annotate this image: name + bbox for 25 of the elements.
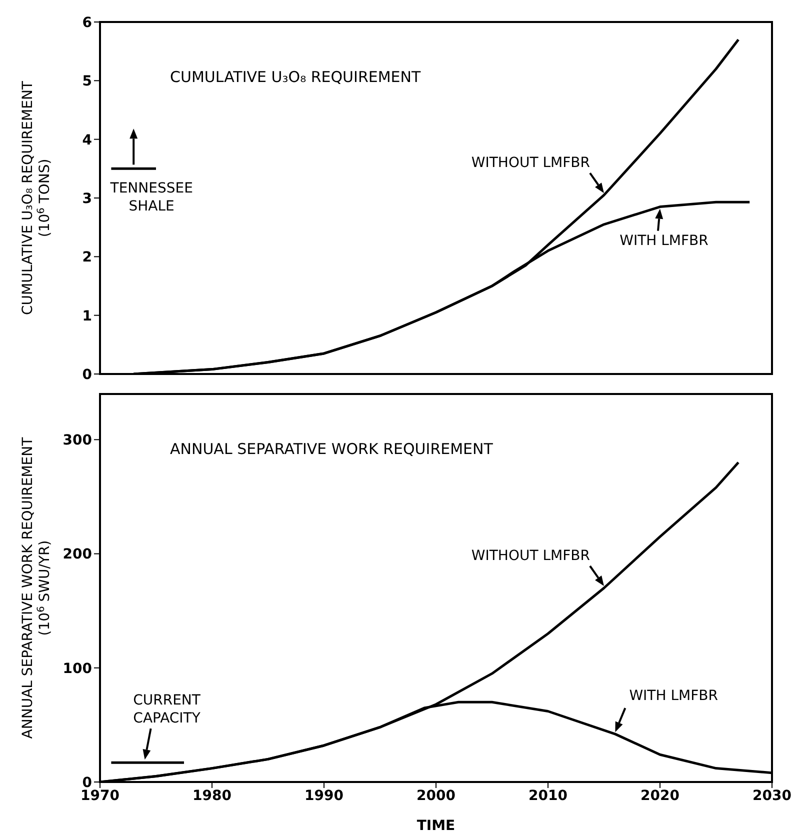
y-tick-label: 2 (82, 250, 92, 266)
text: ANNUAL SEPARATIVE WORK REQUIREMENT (170, 440, 494, 458)
y-tick-label: 6 (82, 14, 92, 31)
y-tick-label: 3 (82, 190, 92, 207)
x-tick-label: 2020 (640, 788, 680, 804)
y-tick-label: 0 (82, 366, 92, 383)
x-tick-label: 1980 (192, 788, 232, 804)
annotation: TENNESSEE SHALE (109, 180, 193, 215)
x-tick-label: 2000 (416, 788, 456, 804)
x-tick-label: 2030 (752, 788, 792, 804)
y-tick-label: 100 (62, 660, 92, 677)
series-label: WITHOUT LMFBR (471, 548, 590, 564)
x-axis-title: TIME (416, 818, 456, 833)
text: CUMULATIVE U₃O₈ REQUIREMENT (170, 68, 422, 86)
x-tick-label: 2010 (528, 788, 568, 804)
y-tick-label: 200 (62, 546, 92, 563)
series-label: WITHOUT LMFBR (471, 155, 590, 172)
text: WITH LMFBR (629, 688, 718, 704)
y-tick-label: 5 (82, 74, 92, 90)
x-tick-label: 1990 (304, 788, 344, 804)
annotation: CURRENT CAPACITY (133, 692, 201, 727)
y-tick-label: 1 (82, 308, 92, 324)
y-tick-label: 300 (62, 432, 92, 449)
legend-label: WITH LMFBR (620, 232, 709, 249)
y-tick-label: 4 (82, 132, 92, 148)
